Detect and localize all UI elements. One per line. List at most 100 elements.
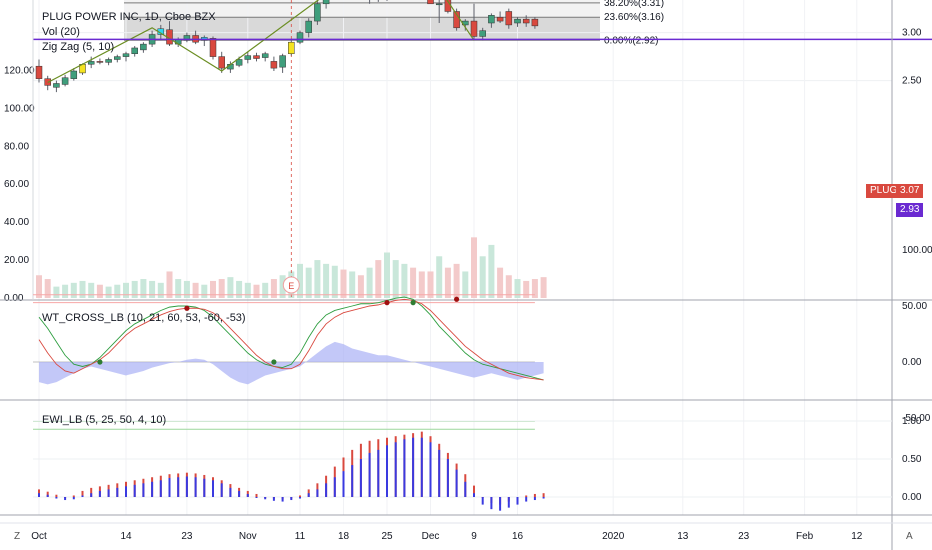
candle-body — [279, 55, 286, 68]
ewi-bar-blue — [107, 489, 110, 497]
candle-body — [435, 3, 443, 6]
ewi-bar-blue — [290, 497, 293, 501]
wt-cross-marker — [410, 300, 416, 306]
volume-bar — [418, 271, 425, 298]
timezone-button[interactable]: Z — [14, 531, 20, 542]
candle-body — [122, 53, 130, 57]
candle-body — [235, 59, 243, 66]
ewi-bar-blue — [255, 497, 258, 498]
ewi-bar-blue — [125, 486, 127, 497]
candle-body — [288, 41, 295, 54]
auto-scale-button[interactable]: A — [906, 531, 913, 542]
candle-body — [531, 18, 539, 27]
volume-bar — [62, 284, 69, 298]
volume-indicator-label[interactable]: Vol (20) — [42, 26, 80, 38]
ewi-bar-blue — [281, 497, 284, 502]
volume-bar — [79, 280, 86, 298]
ewi-title[interactable]: EWI_LB (5, 25, 50, 4, 10) — [42, 414, 167, 426]
ewi-axis-tick: 0.50 — [902, 454, 922, 465]
ewi-bar-blue — [542, 497, 545, 499]
volume-bar — [392, 260, 399, 298]
ewi-bar-blue — [72, 497, 75, 500]
volume-bar — [192, 282, 199, 298]
volume-bar — [183, 280, 190, 298]
zigzag-indicator-label[interactable]: Zig Zag (5, 10) — [42, 41, 115, 53]
volume-bar — [157, 282, 164, 298]
candle-body — [261, 53, 269, 58]
ewi-bar-blue — [386, 445, 388, 497]
candle-body — [488, 15, 495, 24]
ewi-bar-blue — [177, 477, 180, 497]
volume-bar — [471, 237, 477, 298]
ewi-bar-red — [72, 495, 75, 497]
time-axis-tick: 16 — [512, 531, 524, 542]
ewi-bar-blue — [490, 497, 493, 510]
volume-bar — [444, 267, 451, 298]
volume-bar — [166, 271, 173, 298]
ewi-bar-blue — [438, 449, 441, 497]
candle-body — [479, 30, 486, 37]
ewi-bar-red — [81, 490, 84, 497]
ewi-bar-blue — [377, 449, 380, 497]
volume-bar — [270, 279, 277, 298]
price-axis-tick: 2.50 — [902, 76, 922, 87]
candle-body — [270, 61, 278, 69]
volume-bar — [131, 280, 138, 298]
ewi-bar-blue — [133, 484, 136, 497]
ewi-bar-blue — [55, 497, 58, 499]
candle-body — [296, 32, 304, 43]
ewi-bar-red — [542, 493, 545, 497]
wt-cross-marker — [271, 359, 277, 365]
candle-body — [105, 59, 112, 63]
time-axis-tick: 23 — [738, 531, 750, 542]
ewi-bar-red — [473, 485, 475, 497]
candle-body — [244, 55, 252, 60]
candle-body — [314, 3, 321, 22]
volume-axis-tick: 80.00 — [4, 141, 29, 152]
chart-legend: PLUG POWER INC, 1D, Cboe BZX Vol (20) Zi… — [42, 10, 216, 55]
earnings-marker[interactable] — [282, 276, 300, 294]
volume-bar — [453, 263, 460, 298]
volume-bar — [427, 271, 434, 298]
volume-bar — [375, 260, 382, 298]
ewi-bar-red — [533, 493, 536, 497]
volume-bar — [523, 280, 530, 298]
symbol-title[interactable]: PLUG POWER INC, 1D, Cboe BZX — [42, 11, 216, 23]
ewi-bar-blue — [81, 495, 84, 497]
volume-bar — [149, 280, 156, 298]
ewi-bar-blue — [359, 459, 362, 497]
ewi-bar-blue — [168, 478, 171, 497]
wt-series-line — [38, 296, 544, 381]
ewi-bar-blue — [368, 452, 371, 497]
ewi-bar-blue — [499, 497, 502, 511]
candle-body — [70, 70, 78, 79]
candle-body — [140, 43, 147, 51]
time-axis-tick: 13 — [677, 531, 689, 542]
ewi-bar-blue — [185, 476, 188, 497]
volume-bar — [497, 267, 504, 298]
wt-series-line — [38, 298, 544, 381]
ewi-bar-blue — [420, 437, 423, 497]
ewi-bar-blue — [64, 497, 67, 501]
volume-bar — [540, 277, 547, 298]
ewi-bar-blue — [481, 497, 484, 505]
wt-cross-title[interactable]: WT_CROSS_LB (10, 21, 60, 53, -60, -53) — [42, 312, 246, 324]
ewi-bar-blue — [299, 497, 301, 499]
candle-body — [505, 11, 513, 26]
volume-bar — [175, 279, 182, 298]
ewi-bar-blue — [473, 493, 475, 497]
candle-body — [253, 55, 260, 59]
ewi-bar-red — [299, 495, 301, 497]
wt-axis-tick: 100.00 — [902, 245, 932, 256]
candle-body — [496, 16, 504, 22]
ewi-bar-blue — [159, 480, 162, 497]
ewi-bar-blue — [316, 489, 319, 497]
ewi-bar-blue — [238, 490, 241, 497]
ewi-bar-blue — [333, 477, 336, 497]
ewi-bar-blue — [516, 497, 519, 505]
ewi-bar-blue — [325, 483, 328, 497]
candle-body — [53, 83, 60, 88]
ewi-bar-blue — [229, 487, 232, 497]
volume-bar — [218, 279, 225, 298]
